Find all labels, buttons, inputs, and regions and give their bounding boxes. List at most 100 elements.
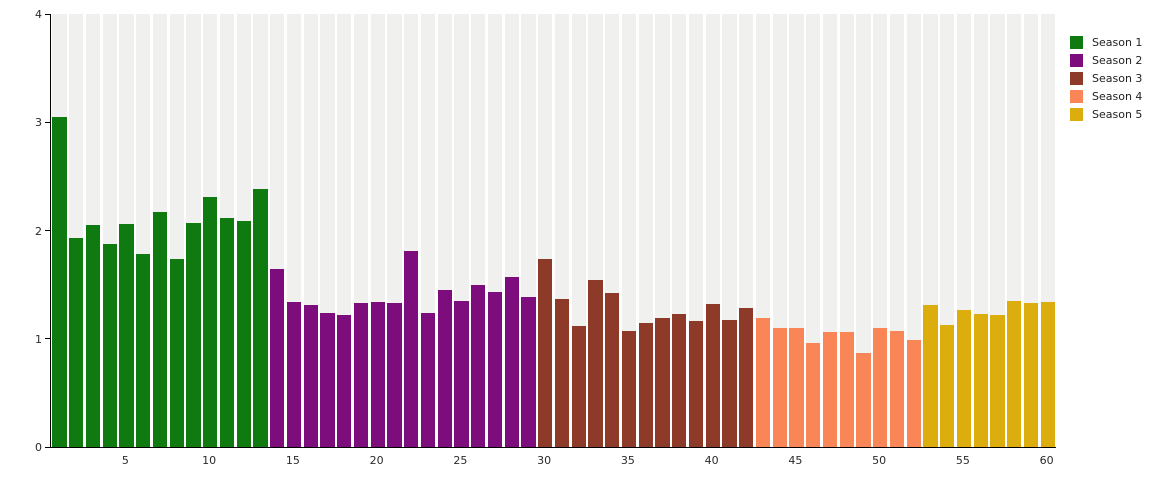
legend-item-season-3[interactable]: Season 3 — [1070, 69, 1142, 87]
bar-episode-5[interactable] — [119, 224, 134, 447]
bar-episode-30[interactable] — [538, 258, 553, 447]
bar-episode-8[interactable] — [169, 258, 184, 447]
y-tick-0 — [45, 446, 50, 448]
legend-item-season-1[interactable]: Season 1 — [1070, 33, 1142, 51]
bar-episode-39[interactable] — [688, 321, 703, 447]
bar-episode-13[interactable] — [253, 189, 268, 447]
bar-episode-4[interactable] — [102, 243, 117, 447]
bar-episode-26[interactable] — [471, 284, 486, 447]
y-tick-3 — [45, 121, 50, 123]
bar-episode-18[interactable] — [337, 314, 352, 447]
bar-episode-27[interactable] — [487, 292, 502, 447]
bar-episode-20[interactable] — [370, 301, 385, 447]
y-tick-label-3: 3 — [35, 116, 42, 130]
y-tick-4 — [45, 13, 50, 15]
bar-episode-53[interactable] — [923, 305, 938, 447]
x-tick-label-40: 40 — [704, 454, 719, 467]
x-tick-label-10: 10 — [202, 454, 217, 467]
background-stripe — [856, 14, 871, 447]
y-tick-label-4: 4 — [35, 8, 42, 21]
bar-episode-47[interactable] — [822, 332, 837, 447]
bar-episode-17[interactable] — [320, 312, 335, 447]
legend-swatch-season-3 — [1070, 71, 1083, 85]
legend-label-season-4: Season 4 — [1092, 89, 1143, 103]
bar-episode-2[interactable] — [69, 238, 84, 447]
x-tick-label-15: 15 — [285, 454, 300, 467]
legend: Season 1 Season 2 Season 3 Season 4 Seas… — [1070, 33, 1142, 123]
bar-episode-52[interactable] — [906, 339, 921, 447]
bar-episode-14[interactable] — [270, 269, 285, 447]
bar-episode-23[interactable] — [420, 312, 435, 447]
legend-label-season-3: Season 3 — [1092, 71, 1143, 85]
bar-episode-7[interactable] — [152, 212, 167, 447]
bar-episode-38[interactable] — [672, 313, 687, 447]
legend-swatch-season-5 — [1070, 107, 1083, 121]
x-tick-label-20: 20 — [369, 454, 384, 467]
legend-item-season-5[interactable]: Season 5 — [1070, 105, 1142, 123]
background-stripe — [906, 14, 921, 447]
x-tick-label-30: 30 — [537, 454, 552, 467]
bar-episode-12[interactable] — [236, 220, 251, 447]
bar-episode-49[interactable] — [856, 352, 871, 447]
bar-episode-54[interactable] — [940, 324, 955, 447]
bar-episode-9[interactable] — [186, 222, 201, 447]
bar-episode-32[interactable] — [571, 325, 586, 447]
legend-label-season-1: Season 1 — [1092, 35, 1143, 49]
bar-episode-58[interactable] — [1007, 300, 1022, 447]
bar-episode-57[interactable] — [990, 314, 1005, 447]
legend-label-season-5: Season 5 — [1092, 107, 1143, 121]
x-tick-label-55: 55 — [955, 454, 970, 467]
bar-episode-35[interactable] — [621, 331, 636, 447]
bar-episode-55[interactable] — [956, 309, 971, 447]
bar-episode-21[interactable] — [387, 303, 402, 447]
legend-swatch-season-4 — [1070, 89, 1083, 103]
legend-swatch-season-2 — [1070, 53, 1083, 67]
x-tick-label-45: 45 — [788, 454, 803, 467]
bar-episode-40[interactable] — [705, 304, 720, 447]
x-tick-label-60: 60 — [1039, 454, 1054, 467]
bar-episode-15[interactable] — [286, 301, 301, 447]
bar-episode-33[interactable] — [588, 280, 603, 447]
legend-item-season-4[interactable]: Season 4 — [1070, 87, 1142, 105]
bar-episode-22[interactable] — [404, 251, 419, 447]
bars-layer — [51, 14, 1056, 447]
bar-episode-36[interactable] — [638, 322, 653, 447]
bar-episode-29[interactable] — [521, 296, 536, 447]
bar-episode-28[interactable] — [504, 277, 519, 447]
y-tick-label-1: 1 — [35, 332, 42, 346]
bar-episode-56[interactable] — [973, 313, 988, 447]
y-tick-1 — [45, 338, 50, 340]
bar-episode-43[interactable] — [755, 318, 770, 447]
bar-episode-31[interactable] — [554, 298, 569, 447]
legend-swatch-season-1 — [1070, 35, 1083, 49]
bar-episode-41[interactable] — [722, 320, 737, 447]
bar-episode-19[interactable] — [353, 303, 368, 447]
bar-episode-51[interactable] — [889, 331, 904, 447]
bar-episode-50[interactable] — [873, 327, 888, 447]
bar-episode-44[interactable] — [772, 327, 787, 447]
bar-episode-3[interactable] — [85, 225, 100, 447]
legend-label-season-2: Season 2 — [1092, 53, 1143, 67]
bar-episode-59[interactable] — [1023, 303, 1038, 447]
bar-episode-46[interactable] — [806, 343, 821, 447]
x-tick-label-5: 5 — [121, 454, 129, 467]
bar-episode-11[interactable] — [219, 217, 234, 447]
bar-episode-48[interactable] — [839, 332, 854, 447]
bar-episode-10[interactable] — [203, 196, 218, 447]
y-tick-label-2: 2 — [35, 224, 42, 238]
legend-item-season-2[interactable]: Season 2 — [1070, 51, 1142, 69]
bar-episode-6[interactable] — [136, 254, 151, 447]
bar-episode-34[interactable] — [605, 293, 620, 447]
x-tick-label-25: 25 — [453, 454, 468, 467]
bar-episode-42[interactable] — [739, 308, 754, 447]
bar-episode-37[interactable] — [655, 318, 670, 447]
bar-episode-16[interactable] — [303, 305, 318, 447]
bar-episode-24[interactable] — [437, 290, 452, 447]
background-stripe — [806, 14, 821, 447]
bar-episode-45[interactable] — [789, 327, 804, 447]
y-tick-label-0: 0 — [35, 441, 42, 454]
bar-episode-1[interactable] — [52, 116, 67, 447]
bar-episode-60[interactable] — [1040, 301, 1055, 447]
y-tick-2 — [45, 230, 50, 231]
bar-episode-25[interactable] — [454, 300, 469, 447]
